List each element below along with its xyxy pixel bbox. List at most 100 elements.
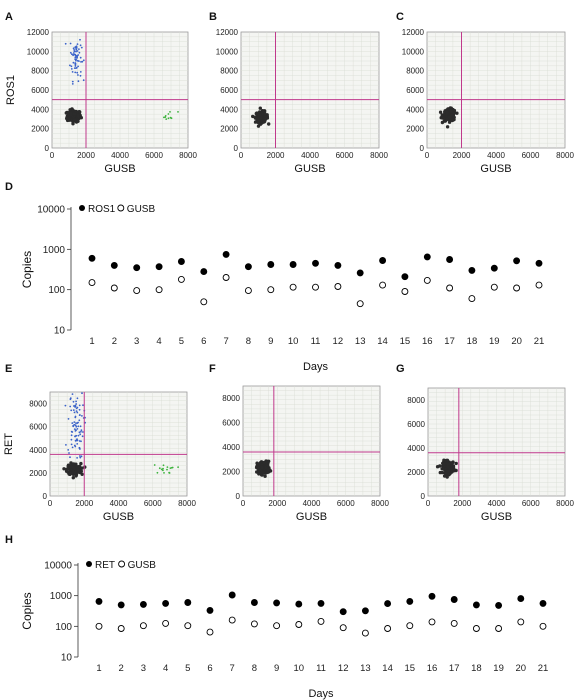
data-point bbox=[184, 599, 192, 606]
droplet-point bbox=[72, 52, 75, 54]
droplet-point bbox=[71, 80, 74, 83]
droplet-point bbox=[79, 38, 81, 41]
data-point bbox=[117, 625, 125, 632]
x-tick-label: 9 bbox=[274, 663, 279, 674]
x-tick-label: 8000 bbox=[556, 499, 574, 508]
x-tick-label: 13 bbox=[355, 336, 366, 347]
data-point bbox=[513, 284, 521, 292]
droplet-point bbox=[75, 439, 78, 442]
x-tick-label: 1 bbox=[89, 336, 94, 347]
data-point bbox=[139, 622, 147, 630]
data-point bbox=[155, 286, 163, 294]
droplet-point bbox=[73, 50, 76, 53]
droplet-point bbox=[76, 43, 79, 45]
droplet-point bbox=[447, 115, 452, 119]
y-axis-label: Copies bbox=[20, 592, 34, 629]
droplet-point bbox=[79, 455, 81, 457]
y-tick-label: 10 bbox=[54, 326, 66, 337]
x-tick-label: 21 bbox=[538, 663, 549, 674]
x-tick-label: 14 bbox=[377, 336, 388, 347]
droplet-point bbox=[80, 429, 83, 432]
x-axis-label: GUSB bbox=[104, 163, 135, 175]
panel-label: D bbox=[5, 181, 13, 193]
x-axis-label: GUSB bbox=[294, 163, 325, 175]
y-tick-label: 4000 bbox=[29, 446, 47, 455]
droplet-point bbox=[79, 414, 81, 416]
droplet-point bbox=[445, 110, 450, 115]
cluster-ret-positive bbox=[64, 392, 86, 459]
panel-label: G bbox=[396, 363, 405, 375]
x-axis-label: GUSB bbox=[103, 511, 134, 523]
data-point bbox=[110, 261, 118, 269]
droplet-point bbox=[447, 120, 452, 124]
droplet-point bbox=[69, 456, 71, 459]
y-axis-label: Copies bbox=[20, 251, 34, 288]
x-axis-label: Days bbox=[303, 361, 329, 373]
data-point bbox=[273, 599, 281, 607]
droplet-point bbox=[79, 71, 82, 73]
droplet-point bbox=[72, 61, 75, 64]
droplet-point bbox=[169, 467, 172, 469]
data-point bbox=[95, 622, 103, 630]
droplet-point bbox=[76, 457, 78, 459]
data-point bbox=[379, 257, 387, 264]
droplet-point bbox=[72, 409, 75, 411]
droplet-point bbox=[69, 42, 72, 45]
droplet-point bbox=[259, 115, 263, 120]
droplet-point bbox=[71, 422, 74, 424]
y-tick-label: 10000 bbox=[27, 47, 50, 56]
data-point bbox=[356, 300, 364, 308]
droplet-point bbox=[71, 83, 74, 85]
x-tick-label: 2000 bbox=[453, 151, 471, 160]
x-tick-label: 8 bbox=[252, 663, 257, 674]
droplet-point bbox=[75, 50, 77, 53]
y-tick-label: 0 bbox=[43, 492, 48, 501]
droplet-point bbox=[73, 405, 75, 407]
data-point bbox=[468, 295, 476, 303]
data-point bbox=[228, 591, 236, 599]
data-point bbox=[184, 622, 192, 630]
data-point bbox=[317, 617, 325, 625]
x-tick-label: 3 bbox=[134, 336, 139, 347]
data-point bbox=[289, 261, 297, 268]
droplet-point bbox=[177, 466, 180, 468]
data-point bbox=[472, 601, 480, 609]
data-point bbox=[428, 618, 436, 626]
droplet-point bbox=[77, 434, 80, 437]
data-point bbox=[88, 279, 96, 287]
data-point bbox=[539, 622, 547, 630]
data-point bbox=[177, 275, 185, 283]
droplet-point bbox=[74, 53, 77, 56]
x-tick-label: 16 bbox=[427, 663, 438, 674]
legend-label: RET bbox=[95, 560, 115, 571]
x-tick-label: 19 bbox=[493, 663, 504, 674]
droplet-point bbox=[153, 464, 156, 466]
droplet-point bbox=[76, 397, 79, 400]
droplet-point bbox=[75, 410, 78, 412]
droplet-point bbox=[81, 392, 83, 395]
data-point bbox=[312, 259, 319, 267]
x-tick-label: 18 bbox=[467, 336, 478, 347]
droplet-point bbox=[169, 111, 171, 113]
y-tick-label: 1000 bbox=[43, 245, 66, 256]
x-tick-label: 14 bbox=[382, 663, 393, 674]
y-tick-label: 4000 bbox=[407, 444, 425, 453]
x-tick-label: 4000 bbox=[488, 499, 506, 508]
droplet-point bbox=[76, 406, 79, 409]
droplet-point bbox=[64, 42, 67, 45]
droplet-point bbox=[73, 67, 76, 69]
data-point bbox=[206, 628, 214, 636]
droplet-point bbox=[166, 466, 169, 468]
droplet-point bbox=[76, 56, 78, 59]
droplet-point bbox=[259, 472, 264, 477]
y-tick-label: 8000 bbox=[222, 394, 240, 403]
data-point bbox=[206, 606, 214, 614]
droplet-point bbox=[74, 445, 77, 448]
panel-label: C bbox=[396, 11, 404, 23]
droplet-point bbox=[67, 449, 70, 451]
droplet-point bbox=[80, 430, 82, 433]
droplet-point bbox=[79, 433, 82, 436]
data-point bbox=[472, 625, 480, 632]
x-tick-label: 4000 bbox=[303, 499, 321, 508]
y-tick-label: 2000 bbox=[222, 468, 240, 477]
